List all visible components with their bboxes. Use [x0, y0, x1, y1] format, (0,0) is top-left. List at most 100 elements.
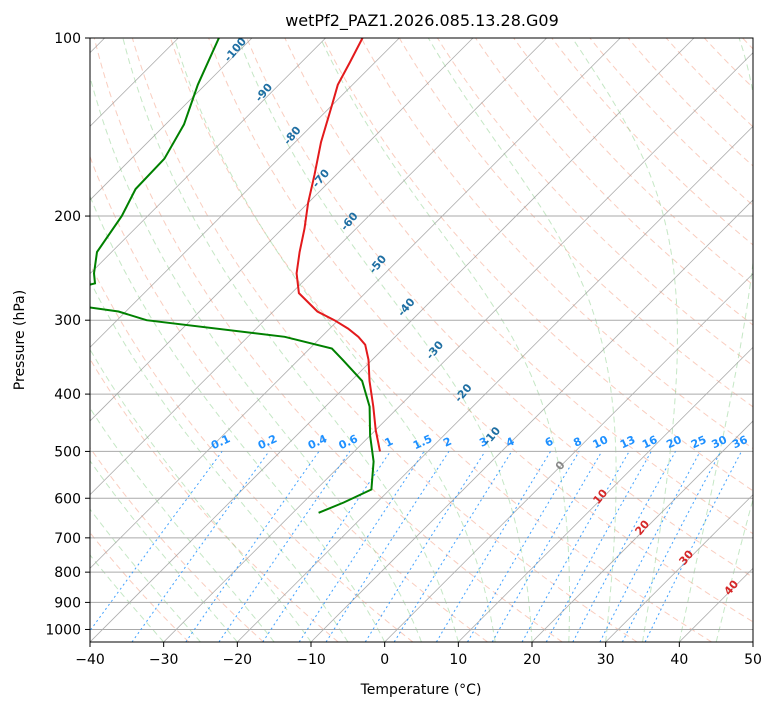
mixing-ratio-label: 8: [571, 435, 583, 450]
mixing-ratio-label: 25: [689, 433, 708, 451]
mixing-ratio-label: 0.4: [306, 432, 329, 452]
dry-adiabat-line: [90, 446, 264, 642]
moist-adiabat-line: [571, 38, 678, 642]
mixing-ratio-label: 1.5: [411, 432, 434, 452]
mixing-ratio-line: [467, 451, 580, 642]
y-tick-label: 300: [54, 313, 81, 329]
x-tick-label: 40: [670, 652, 688, 668]
dry-adiabat-line: [93, 38, 563, 642]
isotherm-line: [384, 273, 753, 642]
dry-adiabat-line: [90, 531, 190, 642]
mixing-ratio-line: [325, 451, 450, 642]
moist-adiabat-line: [427, 38, 617, 642]
isotherm-line: [679, 567, 753, 642]
mixing-ratio-label: 16: [640, 433, 660, 451]
mixing-ratio-line: [218, 451, 351, 642]
isotherm-line: [531, 420, 753, 642]
x-tick-label: −30: [149, 652, 179, 668]
y-tick-label: 600: [54, 491, 81, 507]
dry-adiabat-label: -20: [452, 381, 475, 405]
dry-adiabat-line: [90, 262, 414, 642]
moist-adiabat-line: [90, 348, 312, 642]
mixing-ratio-line: [644, 451, 742, 642]
mixing-ratio-label: 36: [730, 433, 750, 451]
isotherm-line: [90, 38, 695, 642]
dry-adiabat-line: [475, 38, 753, 326]
dry-adiabat-line: [90, 358, 339, 642]
mixing-ratio-line: [599, 451, 701, 642]
y-tick-label: 800: [54, 565, 81, 581]
y-tick-label: 500: [54, 444, 81, 460]
isotherm-line: [163, 52, 753, 642]
moist-adiabat-line: [90, 459, 238, 642]
dry-adiabat-line: [246, 38, 753, 578]
dry-adiabat-line: [551, 38, 753, 246]
x-tick-label: 50: [744, 652, 762, 668]
temperature-profile-line: [295, 38, 381, 452]
isotherm-line: [237, 125, 753, 642]
dry-adiabat-line: [284, 38, 753, 535]
mixing-ratio-label: 2: [441, 435, 453, 450]
dry-adiabat-label: -80: [281, 124, 304, 148]
mixing-ratio-line: [364, 451, 486, 642]
mixing-ratio-line: [545, 451, 652, 642]
moist-adiabat-line: [678, 38, 753, 642]
dry-adiabat-label: -30: [423, 338, 446, 362]
isotherm-line: [90, 38, 474, 422]
line-labels: 0.1 0.2 0.4 0.6 1 1.5 2 3 4 6 8 10 13 16 20 25 30 36-100-…: [209, 35, 750, 598]
moist-adiabat-line: [90, 508, 201, 642]
x-tick-label: −40: [75, 652, 105, 668]
dry-adiabat-line: [742, 38, 753, 50]
mixing-ratio-line: [491, 451, 603, 642]
moist-adiabat-line: [90, 554, 165, 642]
moist-adiabat-label: 20: [632, 517, 652, 537]
dry-adiabat-label: -90: [252, 81, 275, 105]
dewpoint-profile-line: [90, 38, 375, 514]
isotherm-line: [90, 38, 547, 496]
x-tick-label: −10: [296, 652, 326, 668]
mixing-ratio-line: [393, 451, 513, 642]
dry-adiabat-line: [90, 155, 488, 642]
y-axis-label: Pressure (hPa): [12, 290, 28, 390]
y-tick-label: 1000: [45, 622, 81, 638]
y-axis: 100 200 300 400 500 600 700 800 900 1000: [45, 31, 90, 638]
dry-adiabat-line: [436, 38, 753, 367]
mixing-ratio-line: [521, 451, 630, 642]
dry-adiabat-line: [170, 38, 712, 642]
isotherm-line: [90, 38, 621, 569]
x-tick-label: 10: [449, 652, 467, 668]
mixing-ratio-line: [621, 451, 722, 642]
x-axis-label: Temperature (°C): [360, 682, 482, 698]
y-tick-label: 400: [54, 387, 81, 403]
moist-adiabat-line: [237, 38, 533, 642]
moist-adiabat-line: [122, 38, 459, 642]
dry-adiabat-line: [360, 38, 753, 450]
mixing-ratio-line: [298, 451, 425, 642]
moist-adiabat-line: [90, 74, 422, 642]
moist-adiabat-line: [90, 279, 349, 642]
mixing-ratio-line: [572, 451, 676, 642]
y-tick-label: 700: [54, 531, 81, 547]
dry-adiabat-line: [513, 38, 753, 286]
mixing-ratio-label: 20: [664, 433, 684, 451]
isotherm-line: [90, 38, 326, 275]
moist-adiabat-line: [90, 194, 386, 642]
x-tick-label: 0: [380, 652, 389, 668]
moist-adiabat-label: 10: [590, 486, 610, 506]
mixing-ratio-label: 30: [710, 433, 730, 451]
background-lines: [90, 38, 753, 642]
moist-adiabat-line: [715, 497, 753, 642]
isotherm-line: [90, 38, 400, 348]
x-tick-label: −20: [223, 652, 253, 668]
data-lines: [90, 38, 381, 514]
moist-adiabat-label: 40: [721, 577, 741, 597]
mixing-ratio-label: 0.2: [256, 432, 279, 452]
mixing-ratio-label: 10: [591, 433, 611, 451]
moist-adiabat-line: [173, 38, 496, 642]
mixing-ratio-label: 13: [618, 433, 637, 451]
moist-adiabat-line: [319, 38, 570, 642]
dry-adiabat-line: [398, 38, 753, 408]
plot-frame: [89, 37, 754, 643]
chart-title: wetPf2_PAZ1.2026.085.13.28.G09: [285, 11, 559, 31]
